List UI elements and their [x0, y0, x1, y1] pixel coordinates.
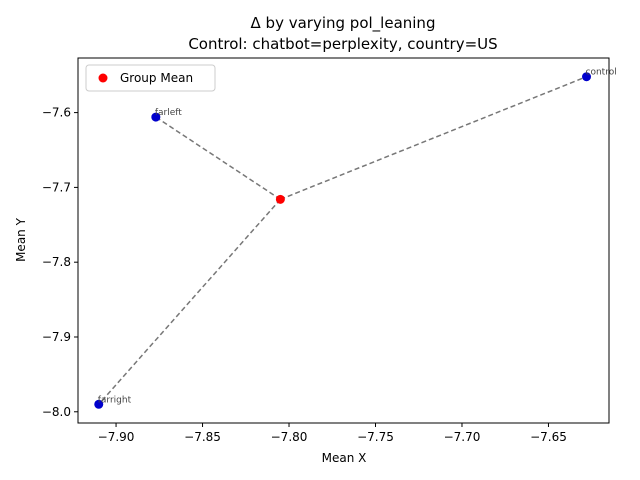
x-tick-label: −7.65 [530, 430, 567, 444]
x-tick-label: −7.75 [357, 430, 394, 444]
group-mean-point [275, 194, 285, 204]
data-point-control [582, 72, 592, 82]
x-tick-label: −7.85 [184, 430, 221, 444]
chart-title-line1: Δ by varying pol_leaning [251, 14, 436, 33]
data-point-farleft [151, 112, 161, 122]
x-axis-label: Mean X [322, 451, 367, 465]
data-point-farright [94, 399, 104, 409]
y-tick-label: −7.7 [42, 180, 71, 194]
y-tick-label: −7.6 [42, 106, 71, 120]
point-label-control: control [586, 68, 617, 78]
x-tick-label: −7.90 [98, 430, 135, 444]
point-label-farleft: farleft [155, 108, 182, 118]
y-axis-label: Mean Y [14, 217, 28, 262]
plot-frame [77, 57, 610, 424]
x-tick-label: −7.80 [271, 430, 308, 444]
y-tick-label: −8.0 [42, 405, 71, 419]
plot-area: −7.90 −7.85 −7.80 −7.75 −7.70 −7.65 −8.0 −7.9 −7… [42, 57, 617, 444]
y-tick-label: −7.8 [42, 255, 71, 269]
y-tick-label: −7.9 [42, 330, 71, 344]
x-tick-label: −7.70 [444, 430, 481, 444]
connector-line-control [280, 76, 587, 201]
point-label-farright: farright [98, 395, 132, 405]
connector-line-farleft [155, 116, 281, 200]
connector-line-farright [98, 198, 281, 405]
legend-label: Group Mean [120, 71, 193, 85]
legend-marker [98, 73, 108, 83]
legend-box [85, 64, 216, 92]
chart-title-line2: Control: chatbot=perplexity, country=US [188, 35, 497, 53]
